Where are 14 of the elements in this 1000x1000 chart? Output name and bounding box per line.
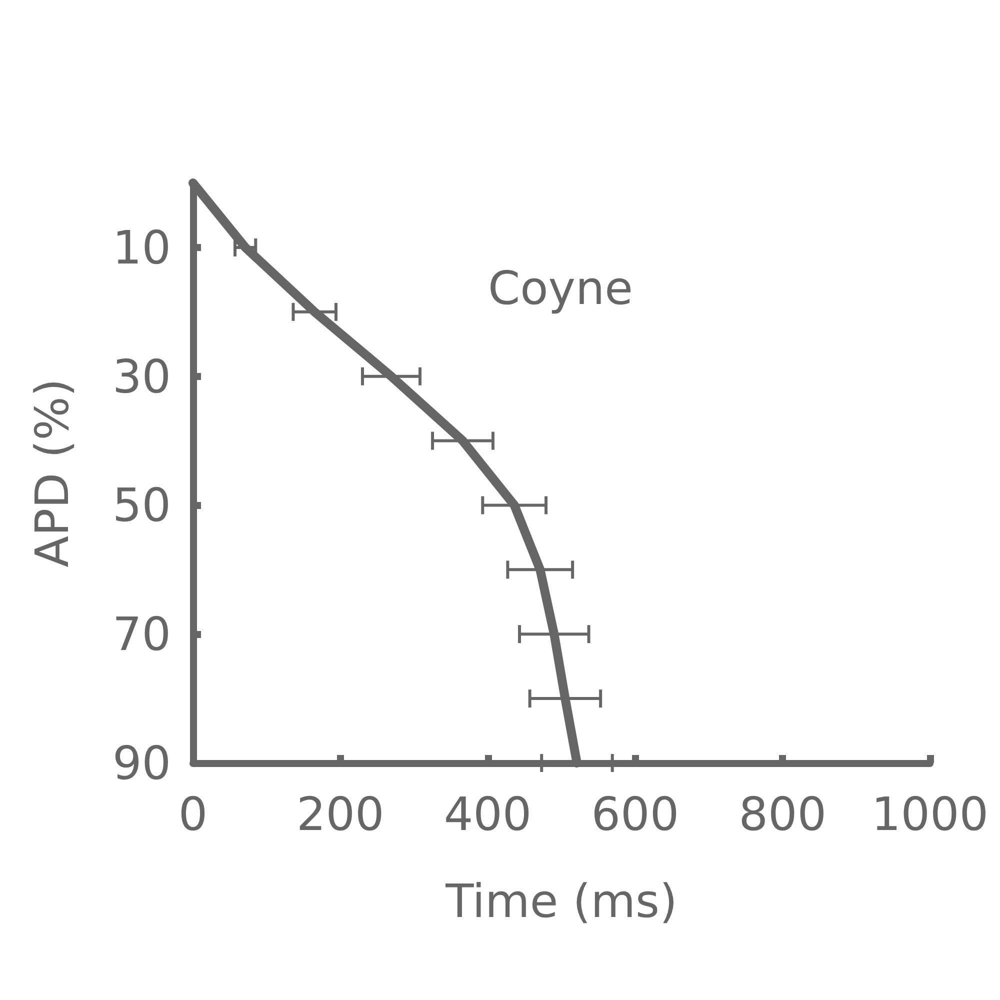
- x-tick-label: 0: [178, 787, 208, 841]
- x-tick-label: 600: [591, 787, 680, 841]
- y-axis-title: APD (%): [25, 378, 79, 568]
- x-tick-label: 400: [444, 787, 532, 841]
- y-tick-label: 30: [112, 349, 171, 404]
- annotation: Coyne: [488, 261, 633, 315]
- y-tick-label: 90: [112, 736, 171, 790]
- y-tick-label: 50: [112, 478, 171, 532]
- x-tick-label: 200: [296, 787, 384, 841]
- x-tick-label: 800: [738, 787, 827, 841]
- y-tick-label: 70: [112, 607, 171, 662]
- x-tick-label: 1000: [871, 787, 989, 841]
- x-axis-title: Time (ms): [444, 874, 678, 928]
- y-tick-label: 10: [112, 220, 171, 274]
